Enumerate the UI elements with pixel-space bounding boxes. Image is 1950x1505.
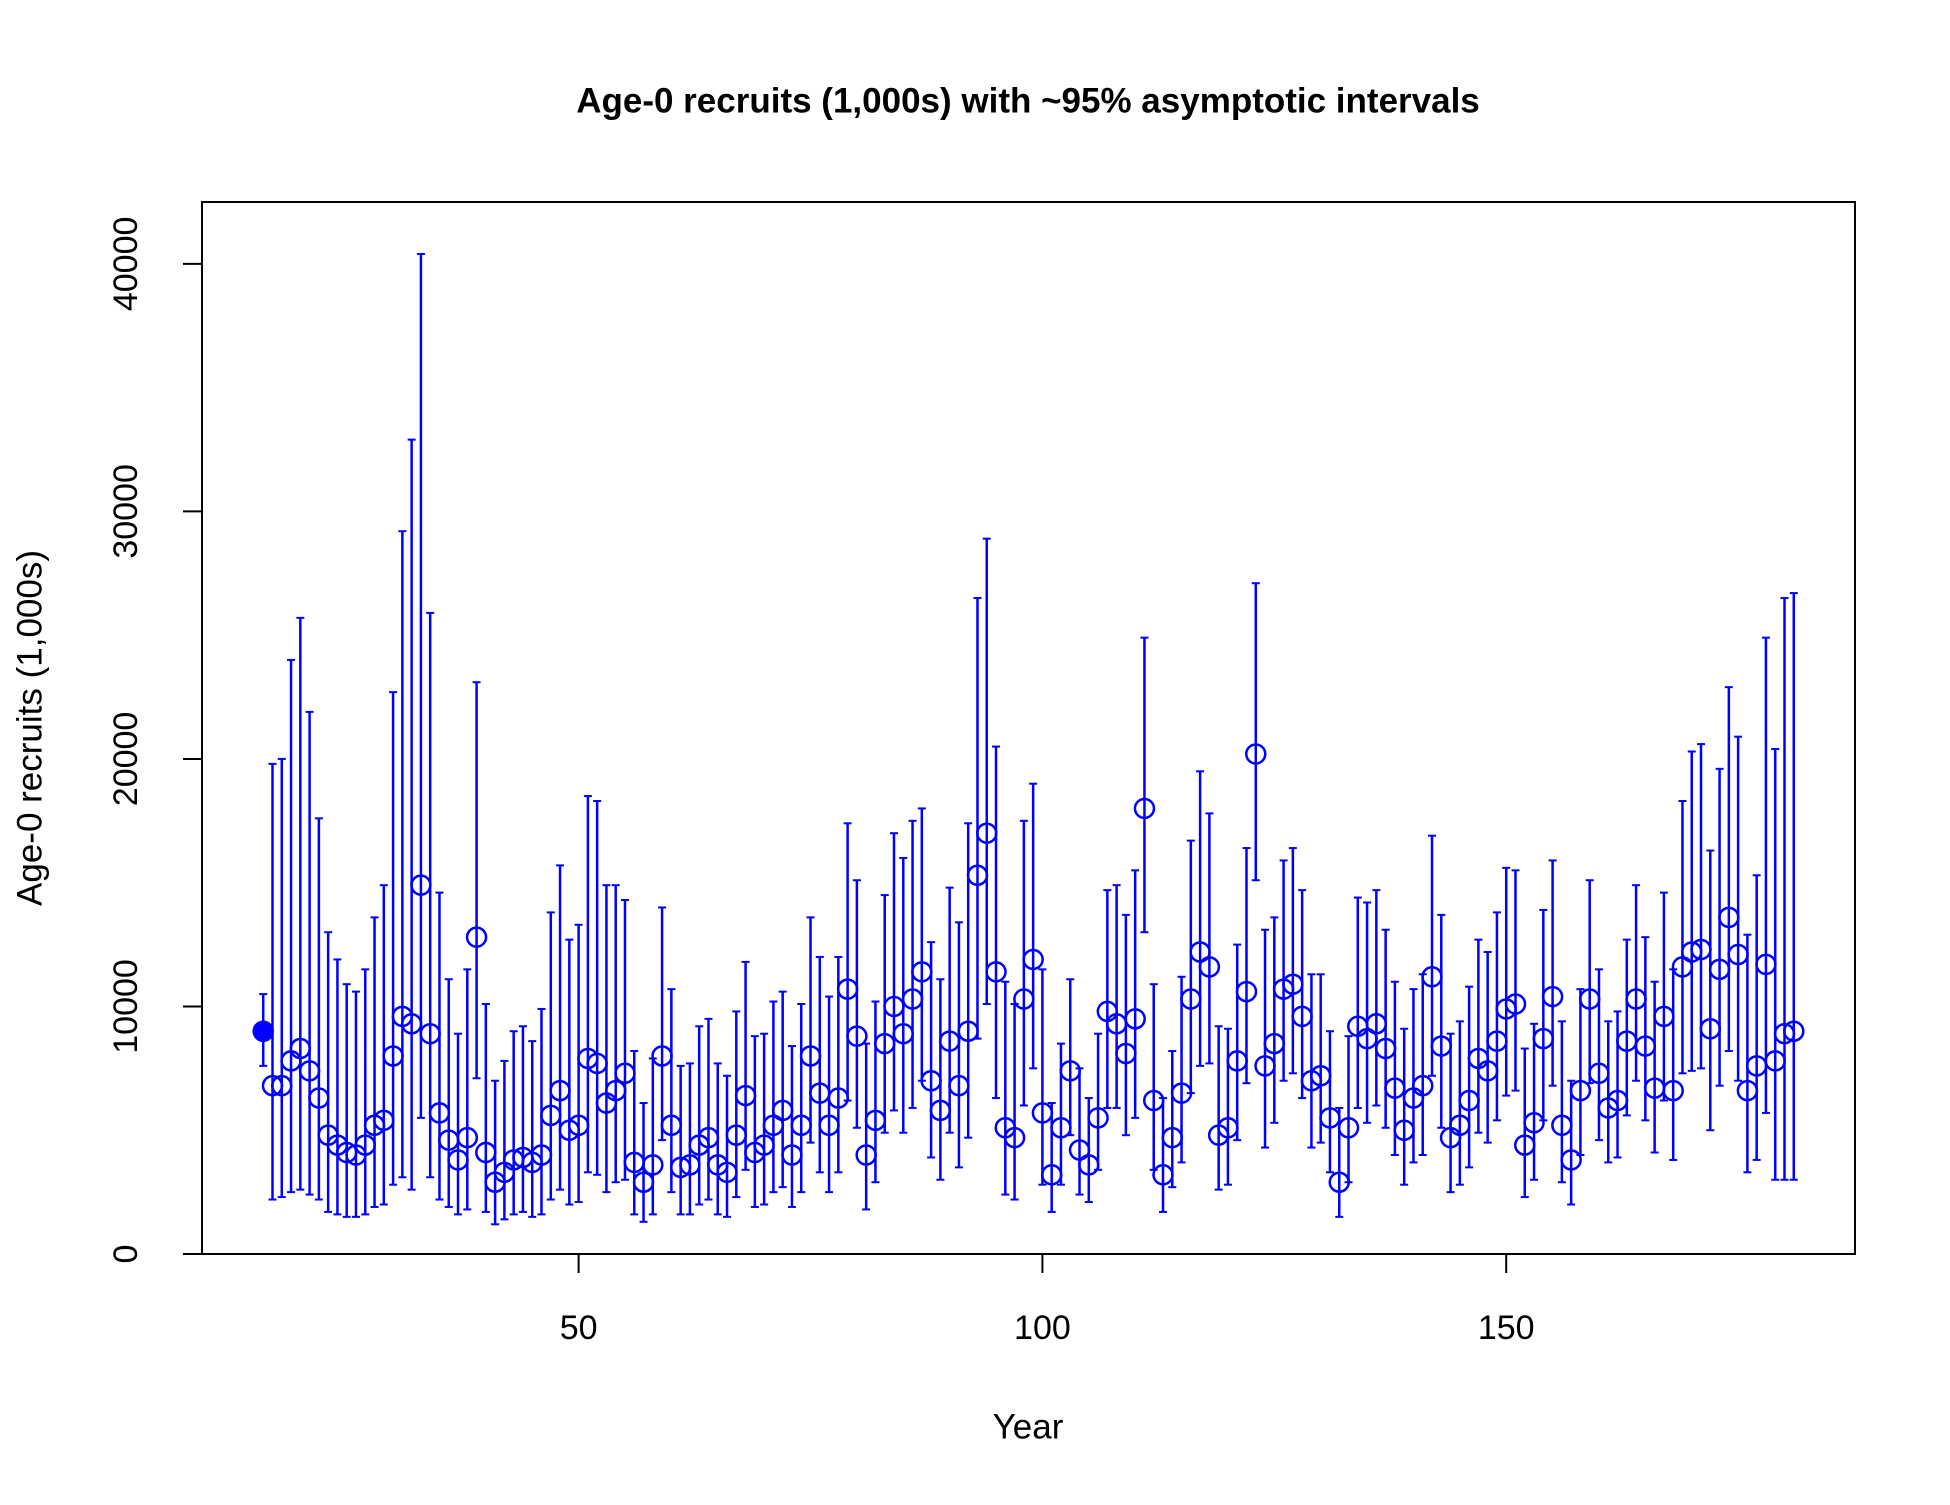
point [1124, 1008, 1146, 1030]
point [1569, 1079, 1592, 1102]
point [1783, 1020, 1805, 1042]
point [456, 1126, 479, 1149]
point [1003, 1126, 1026, 1149]
x-tick-label: 150 [1478, 1309, 1535, 1347]
point [1245, 743, 1267, 765]
point [465, 926, 488, 948]
point [252, 1020, 274, 1042]
point [1541, 985, 1564, 1008]
chart-title: Age-0 recruits (1,000s) with ~95% asympt… [576, 81, 1480, 120]
point [1133, 797, 1156, 820]
point [1411, 1074, 1434, 1097]
y-tick-label: 0 [107, 1245, 145, 1264]
point [1198, 956, 1221, 978]
y-tick-label: 30000 [107, 464, 145, 559]
x-tick-label: 50 [560, 1309, 598, 1347]
point [642, 1154, 664, 1176]
point [1337, 1117, 1360, 1139]
point [1523, 1112, 1545, 1134]
y-tick-label: 20000 [107, 712, 145, 807]
y-tick-label: 10000 [107, 959, 145, 1054]
y-tick-label: 40000 [107, 217, 145, 312]
point [1087, 1107, 1109, 1129]
x-axis-label: Year [993, 1407, 1064, 1446]
point [1022, 948, 1044, 971]
point [1662, 1079, 1684, 1102]
point [1235, 980, 1258, 1003]
point [1560, 1149, 1582, 1171]
x-tick-label: 100 [1014, 1309, 1071, 1347]
point [985, 961, 1007, 983]
y-axis-label: Age-0 recruits (1,000s) [10, 550, 49, 906]
point [846, 1025, 868, 1047]
point [1504, 993, 1527, 1015]
